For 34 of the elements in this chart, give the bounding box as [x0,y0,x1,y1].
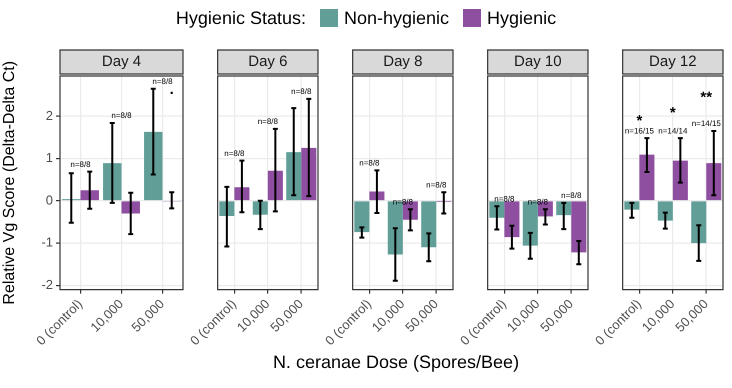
y-tick-label: 0 [46,192,53,208]
x-axis-title: N. ceranae Dose (Spores/Bee) [272,352,520,373]
chart-title: Day 8 [383,53,422,70]
annotation: n=8/8 [224,148,246,158]
bar [144,132,162,200]
annotation: * [670,104,676,122]
y-tick-label: -1 [41,234,53,250]
annotation: n=8/8 [258,117,278,126]
chart-title: Day 12 [649,53,697,70]
chart-title: Day 6 [248,53,288,70]
annotation: n=8/8 [152,76,174,86]
annotation: n=8/8 [291,87,312,96]
legend-label: Non-hygienic [344,8,450,28]
annotation: n=8/8 [359,158,380,168]
y-tick-label: 1 [46,150,53,166]
annotation: n=8/8 [561,191,582,200]
annotation: n=8/8 [494,194,516,204]
bar [658,201,673,221]
annotation: n=14/15 [692,119,722,128]
bar [639,154,654,200]
annotation: n=8/8 [111,111,132,120]
y-axis-title: Relative Vg Score (Delta-Delta Ct) [1,60,18,305]
annotation: n=8/8 [70,160,92,169]
annotation: ** [700,89,712,106]
annotation: n=14/14 [658,126,688,136]
bar [691,201,706,244]
chart-title: Day 10 [514,53,562,70]
annotation: n=8/8 [426,180,447,190]
chart-title: Day 4 [102,53,142,70]
y-tick-label: 2 [46,108,53,123]
y-tick-label: -2 [41,276,53,292]
bar [672,160,688,200]
legend-title: Hygienic Status: [176,8,306,28]
legend-label: Hygienic [487,8,556,28]
